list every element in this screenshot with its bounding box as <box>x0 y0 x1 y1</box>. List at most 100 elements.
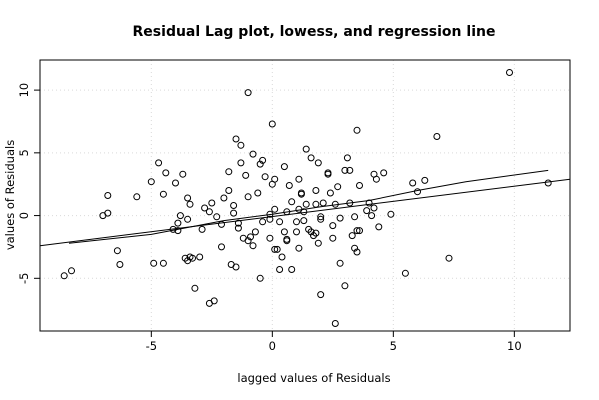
data-point-46 <box>234 219 242 227</box>
data-point-143 <box>414 188 421 196</box>
data-point-111 <box>326 189 334 197</box>
data-point-144 <box>421 176 429 184</box>
data-point-54 <box>247 233 254 241</box>
data-point-91 <box>297 190 305 198</box>
data-point-76 <box>278 253 286 261</box>
data-point-65 <box>266 234 274 242</box>
data-point-118 <box>336 214 344 222</box>
data-point-137 <box>372 175 380 183</box>
data-point-25 <box>186 200 194 208</box>
data-point-61 <box>256 160 264 168</box>
data-point-55 <box>244 89 252 97</box>
data-point-122 <box>346 199 354 207</box>
data-point-95 <box>302 145 310 153</box>
data-point-104 <box>314 159 322 167</box>
data-point-18 <box>176 212 184 220</box>
data-point-19 <box>179 170 187 178</box>
data-point-78 <box>280 163 288 171</box>
data-point-121 <box>343 154 351 162</box>
data-point-140 <box>387 210 395 218</box>
data-point-31 <box>205 208 213 216</box>
data-point-75 <box>276 218 284 226</box>
data-point-33 <box>210 297 218 305</box>
data-point-71 <box>271 205 279 213</box>
data-point-39 <box>225 168 233 176</box>
data-point-138 <box>375 223 383 231</box>
data-point-66 <box>266 215 274 223</box>
data-point-103 <box>314 239 322 247</box>
data-point-68 <box>268 120 276 128</box>
data-point-114 <box>331 200 339 208</box>
x-tick-label-1: 0 <box>269 339 276 353</box>
data-point-92 <box>300 217 308 225</box>
data-point-70 <box>271 245 279 253</box>
data-point-8 <box>147 178 155 186</box>
data-point-133 <box>365 199 373 207</box>
data-point-102 <box>312 229 320 237</box>
data-point-89 <box>295 244 303 252</box>
data-point-83 <box>288 266 296 273</box>
data-point-15 <box>172 179 179 187</box>
x-axis: -5 0 5 10 <box>146 331 522 353</box>
data-point-57 <box>249 150 257 158</box>
data-point-117 <box>336 259 344 267</box>
data-point-29 <box>198 225 206 233</box>
data-point-11 <box>159 190 167 198</box>
data-point-13 <box>162 169 170 177</box>
data-point-1 <box>68 267 75 275</box>
y-tick-label-1: 0 <box>17 212 31 219</box>
data-point-81 <box>283 237 291 245</box>
data-point-42 <box>230 202 238 209</box>
data-point-106 <box>317 213 325 221</box>
y-tick-label-3: 10 <box>17 83 31 98</box>
data-point-110 <box>324 170 332 178</box>
data-point-129 <box>353 227 361 235</box>
data-point-130 <box>356 227 363 235</box>
data-point-119 <box>341 166 349 174</box>
data-point-101 <box>312 187 320 194</box>
grid-layer <box>40 60 570 331</box>
data-point-38 <box>220 194 228 202</box>
data-point-82 <box>285 182 293 189</box>
data-point-126 <box>351 244 359 252</box>
data-point-142 <box>409 179 417 187</box>
data-point-86 <box>293 228 300 236</box>
data-point-44 <box>232 263 240 271</box>
plot-frame <box>39 59 571 332</box>
data-point-145 <box>433 133 441 140</box>
data-point-146 <box>445 254 453 262</box>
data-point-112 <box>329 222 337 230</box>
data-point-120 <box>341 282 349 290</box>
data-point-72 <box>271 175 279 183</box>
data-point-35 <box>213 213 221 221</box>
data-point-139 <box>380 169 388 177</box>
data-point-48 <box>237 141 245 149</box>
data-point-147 <box>506 69 513 76</box>
data-point-132 <box>363 207 371 215</box>
x-tick-label-3: 10 <box>507 339 522 353</box>
data-point-45 <box>232 135 240 143</box>
data-point-148 <box>544 179 552 187</box>
data-point-40 <box>225 187 233 194</box>
data-point-141 <box>401 269 409 277</box>
data-point-105 <box>317 215 325 223</box>
data-point-115 <box>331 320 339 327</box>
data-point-62 <box>259 156 267 164</box>
data-point-36 <box>218 243 225 251</box>
data-point-16 <box>174 227 182 235</box>
data-point-51 <box>242 171 250 179</box>
points-layer <box>60 69 552 327</box>
data-point-43 <box>230 209 238 217</box>
data-point-28 <box>196 253 204 261</box>
data-point-30 <box>201 204 209 212</box>
data-point-53 <box>244 237 252 245</box>
data-point-60 <box>256 274 264 282</box>
lowess-line <box>68 169 549 244</box>
data-point-49 <box>237 159 245 167</box>
data-point-52 <box>244 193 252 201</box>
y-tick-label-0: -5 <box>17 273 31 284</box>
data-point-98 <box>307 228 315 236</box>
data-point-7 <box>133 193 141 201</box>
data-point-34 <box>208 199 216 207</box>
data-point-100 <box>312 200 320 208</box>
